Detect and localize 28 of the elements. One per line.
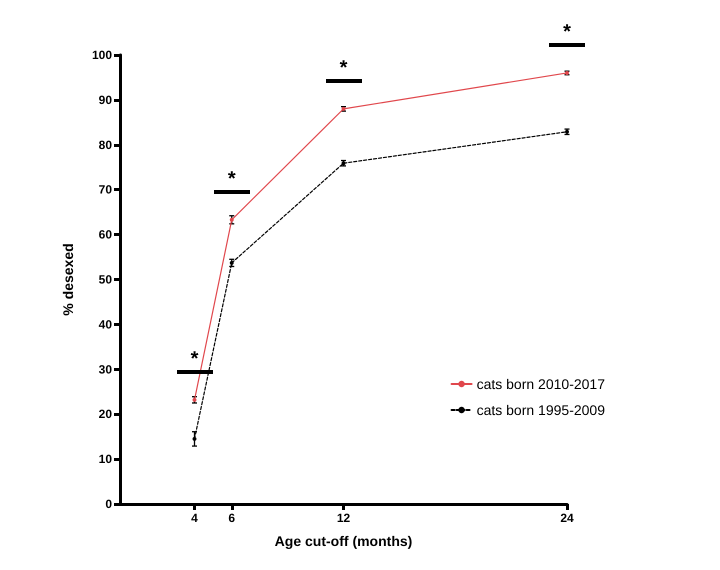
- y-tick-label: 20: [98, 407, 112, 422]
- x-axis-title: Age cut-off (months): [274, 533, 412, 549]
- y-tick-label: 60: [98, 228, 112, 242]
- y-tick-label: 70: [98, 182, 112, 197]
- x-tick-label: 6: [228, 511, 236, 525]
- annotation: *: [226, 168, 237, 190]
- y-tick-label: 50: [98, 272, 112, 286]
- y-tick-label: 0: [105, 497, 112, 511]
- x-tick-label: 12: [336, 511, 350, 525]
- annotation: *: [338, 56, 348, 79]
- y-tick-label: 80: [98, 138, 112, 152]
- y-tick-label: 10: [98, 452, 112, 466]
- annotation: *: [562, 20, 572, 43]
- point: [192, 436, 196, 441]
- y-tick-label: 90: [98, 92, 112, 107]
- y-tick-label: 30: [98, 362, 112, 376]
- legend-label: cats born 2010-2017: [476, 376, 606, 392]
- annotation: *: [190, 348, 200, 370]
- y-tick-label: 40: [98, 317, 112, 332]
- significance-bracket: *: [549, 22, 585, 47]
- y-axis-title: % desexed: [60, 243, 76, 316]
- x-tick-label: 24: [560, 511, 574, 525]
- significance-bracket: *: [326, 58, 362, 83]
- x-tick-label: 4: [191, 511, 198, 525]
- significance-bracket: *: [176, 350, 212, 374]
- significance-bracket: *: [214, 170, 250, 194]
- legend-label: cats born 1995-2009: [476, 402, 606, 418]
- y-tick-label: 100: [92, 48, 112, 62]
